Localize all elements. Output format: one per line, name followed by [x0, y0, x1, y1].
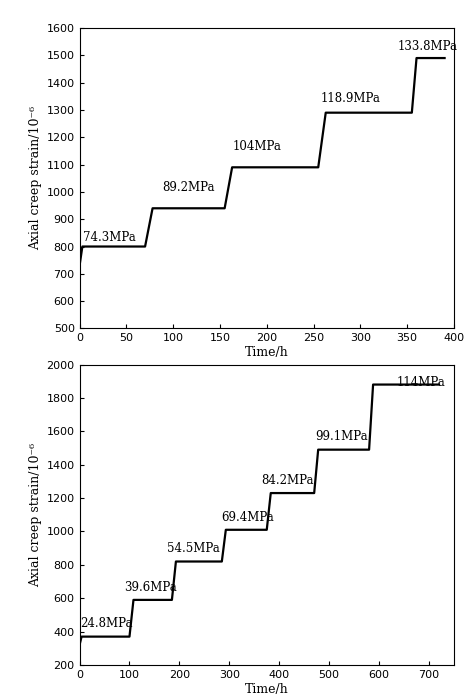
X-axis label: Time/h: Time/h [245, 346, 289, 359]
Y-axis label: Axial creep strain/10⁻⁶: Axial creep strain/10⁻⁶ [29, 106, 43, 251]
Text: 89.2MPa: 89.2MPa [162, 181, 214, 193]
Text: 74.3MPa: 74.3MPa [83, 231, 136, 244]
Text: 84.2MPa: 84.2MPa [261, 474, 313, 487]
Text: 104MPa: 104MPa [232, 139, 281, 153]
Text: 54.5MPa: 54.5MPa [167, 542, 219, 555]
Text: 39.6MPa: 39.6MPa [124, 581, 177, 594]
Text: 114MPa: 114MPa [396, 376, 446, 389]
Text: 133.8MPa: 133.8MPa [398, 40, 458, 53]
X-axis label: Time/h: Time/h [245, 682, 289, 696]
Text: 118.9MPa: 118.9MPa [321, 92, 381, 105]
Text: (a): (a) [257, 368, 276, 382]
Text: 69.4MPa: 69.4MPa [221, 510, 274, 524]
Text: 99.1MPa: 99.1MPa [315, 430, 368, 444]
Text: 24.8MPa: 24.8MPa [80, 617, 133, 629]
Y-axis label: Axial creep strain/10⁻⁶: Axial creep strain/10⁻⁶ [29, 442, 43, 587]
